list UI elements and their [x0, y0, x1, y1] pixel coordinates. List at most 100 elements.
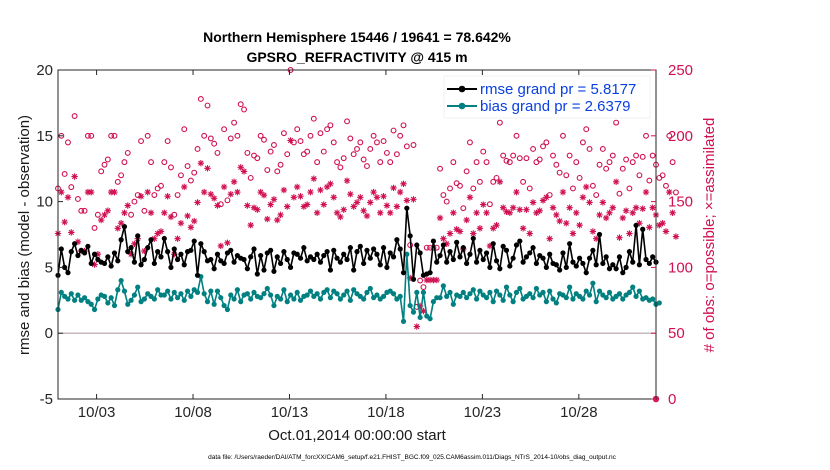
bias-point	[450, 301, 456, 307]
obs-possible-point	[480, 148, 487, 155]
rmse-point	[500, 243, 506, 249]
rmse-point	[155, 249, 161, 255]
rmse-point	[497, 266, 503, 272]
rmse-point	[327, 267, 334, 273]
rmse-point	[513, 242, 520, 248]
obs-possible-point	[211, 140, 218, 147]
rmse-point	[68, 249, 74, 255]
rmse-point	[198, 241, 204, 247]
rmse-point	[563, 264, 569, 270]
bias-point	[297, 297, 304, 303]
bias-point	[58, 289, 64, 296]
obs-assimilated-point	[406, 274, 414, 282]
rmse-point	[430, 238, 437, 244]
rmse-point	[72, 241, 78, 247]
bias-point	[361, 296, 367, 302]
rmse-point	[390, 254, 397, 260]
obs-assimilated-point	[453, 226, 460, 233]
obs-possible-point	[320, 148, 327, 155]
obs-assimilated-point	[400, 180, 407, 188]
obs-assimilated-point	[390, 184, 397, 192]
bias-point	[603, 295, 609, 301]
rmse-point	[380, 245, 387, 251]
bias-point	[543, 299, 549, 305]
obs-assimilated-point	[529, 199, 537, 206]
chart-title-line2: GPSRO_REFRACTIVITY @ 415 m	[246, 49, 467, 65]
rmse-point	[294, 251, 300, 257]
obs-assimilated-point	[589, 228, 597, 235]
rmse-point	[191, 238, 197, 244]
obs-assimilated-point	[609, 204, 617, 211]
bias-point	[367, 285, 373, 292]
obs-assimilated-point	[476, 225, 484, 232]
rmse-point	[274, 254, 280, 260]
obs-possible-point	[254, 155, 261, 162]
rmse-point	[281, 249, 287, 255]
bias-point	[221, 302, 227, 309]
axes-ticks: 10/03 10/08 10/13 10/18 10/23 10/28 -5 0 5 10 15 20…	[36, 62, 693, 421]
obs-possible-point	[623, 156, 630, 163]
obs-assimilated-point	[519, 225, 527, 232]
bias-point	[563, 295, 569, 301]
obs-possible-point	[397, 132, 404, 139]
bias-point	[633, 293, 639, 299]
rmse-point	[62, 264, 68, 270]
obs-possible-point	[437, 165, 444, 172]
bias-point	[135, 284, 141, 290]
rmse-point	[533, 260, 540, 267]
rmse-point	[427, 270, 433, 276]
plot-content	[54, 67, 680, 403]
rmse-point	[567, 241, 573, 247]
rmse-point	[248, 254, 254, 260]
obs-possible-point	[476, 178, 483, 185]
obs-possible-point	[227, 135, 234, 142]
obs-assimilated-point	[237, 164, 244, 171]
obs-assimilated-point	[313, 209, 321, 217]
obs-possible-point	[666, 132, 673, 139]
obs-possible-point	[579, 139, 586, 146]
obs-possible-point	[177, 172, 184, 179]
obs-assimilated-point	[493, 222, 500, 229]
obs-assimilated-point	[416, 302, 424, 310]
bias-point	[650, 296, 656, 302]
obs-assimilated-point	[363, 212, 371, 220]
bias-point	[268, 292, 274, 298]
rmse-point	[507, 263, 513, 269]
bias-point	[101, 293, 108, 299]
bias-point	[620, 296, 626, 302]
obs-possible-point	[367, 146, 374, 152]
obs-assimilated-point	[367, 199, 374, 206]
obs-possible-point	[91, 224, 98, 231]
obs-possible-point	[523, 155, 530, 162]
obs-assimilated-point	[593, 235, 600, 242]
obs-possible-point	[629, 159, 636, 166]
bias-point	[467, 291, 473, 297]
obs-assimilated-point	[466, 194, 474, 201]
rmse-point	[434, 259, 440, 265]
obs-possible-point	[643, 132, 649, 139]
obs-assimilated-point	[260, 192, 268, 199]
obs-possible-point	[65, 139, 71, 146]
obs-possible-point	[314, 159, 321, 166]
bias-point	[636, 288, 642, 294]
obs-assimilated-point	[240, 168, 248, 175]
obs-possible-point	[377, 159, 384, 166]
bias-point	[344, 288, 350, 294]
obs-possible-point	[410, 142, 417, 148]
rmse-point	[610, 262, 616, 268]
obs-assimilated-point	[327, 180, 334, 188]
obs-possible-point	[307, 132, 314, 139]
bias-point	[470, 287, 476, 293]
obs-possible-point	[560, 132, 566, 139]
obs-assimilated-point	[234, 188, 241, 196]
obs-assimilated-point	[387, 209, 394, 217]
rmse-point	[85, 243, 91, 249]
obs-possible-point	[393, 151, 400, 158]
obs-assimilated-point	[539, 197, 547, 204]
rmse-point	[440, 242, 446, 248]
obs-possible-point	[334, 159, 341, 166]
obs-assimilated-point	[373, 194, 381, 201]
x-tick-label: 10/23	[464, 404, 502, 421]
bias-point	[161, 292, 167, 298]
bias-point	[487, 289, 493, 296]
